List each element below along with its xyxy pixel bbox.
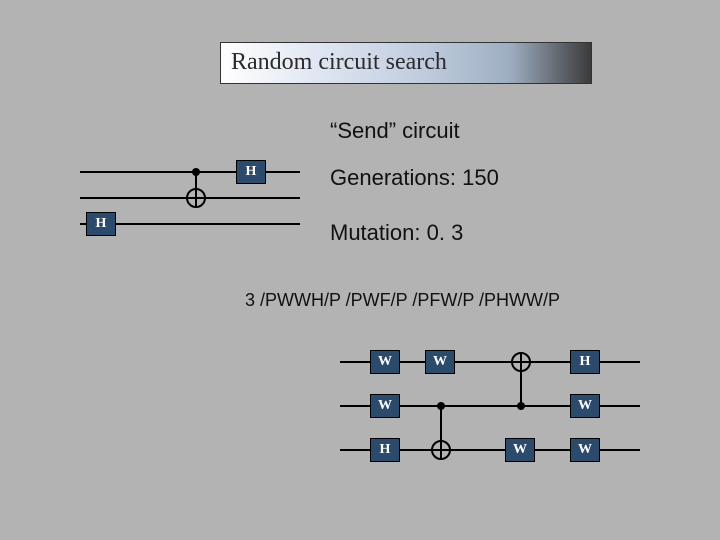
circuit-2 bbox=[0, 0, 720, 540]
c2-gate-w-7: W bbox=[570, 438, 600, 462]
c2-gate-w-6: W bbox=[505, 438, 535, 462]
c2-gate-w-3: W bbox=[370, 394, 400, 418]
c1-gate-h-0: H bbox=[236, 160, 266, 184]
c2-gate-w-0: W bbox=[370, 350, 400, 374]
c2-gate-h-2: H bbox=[570, 350, 600, 374]
c2-gate-h-5: H bbox=[370, 438, 400, 462]
c2-gate-w-4: W bbox=[570, 394, 600, 418]
c2-gate-w-1: W bbox=[425, 350, 455, 374]
c1-gate-h-1: H bbox=[86, 212, 116, 236]
